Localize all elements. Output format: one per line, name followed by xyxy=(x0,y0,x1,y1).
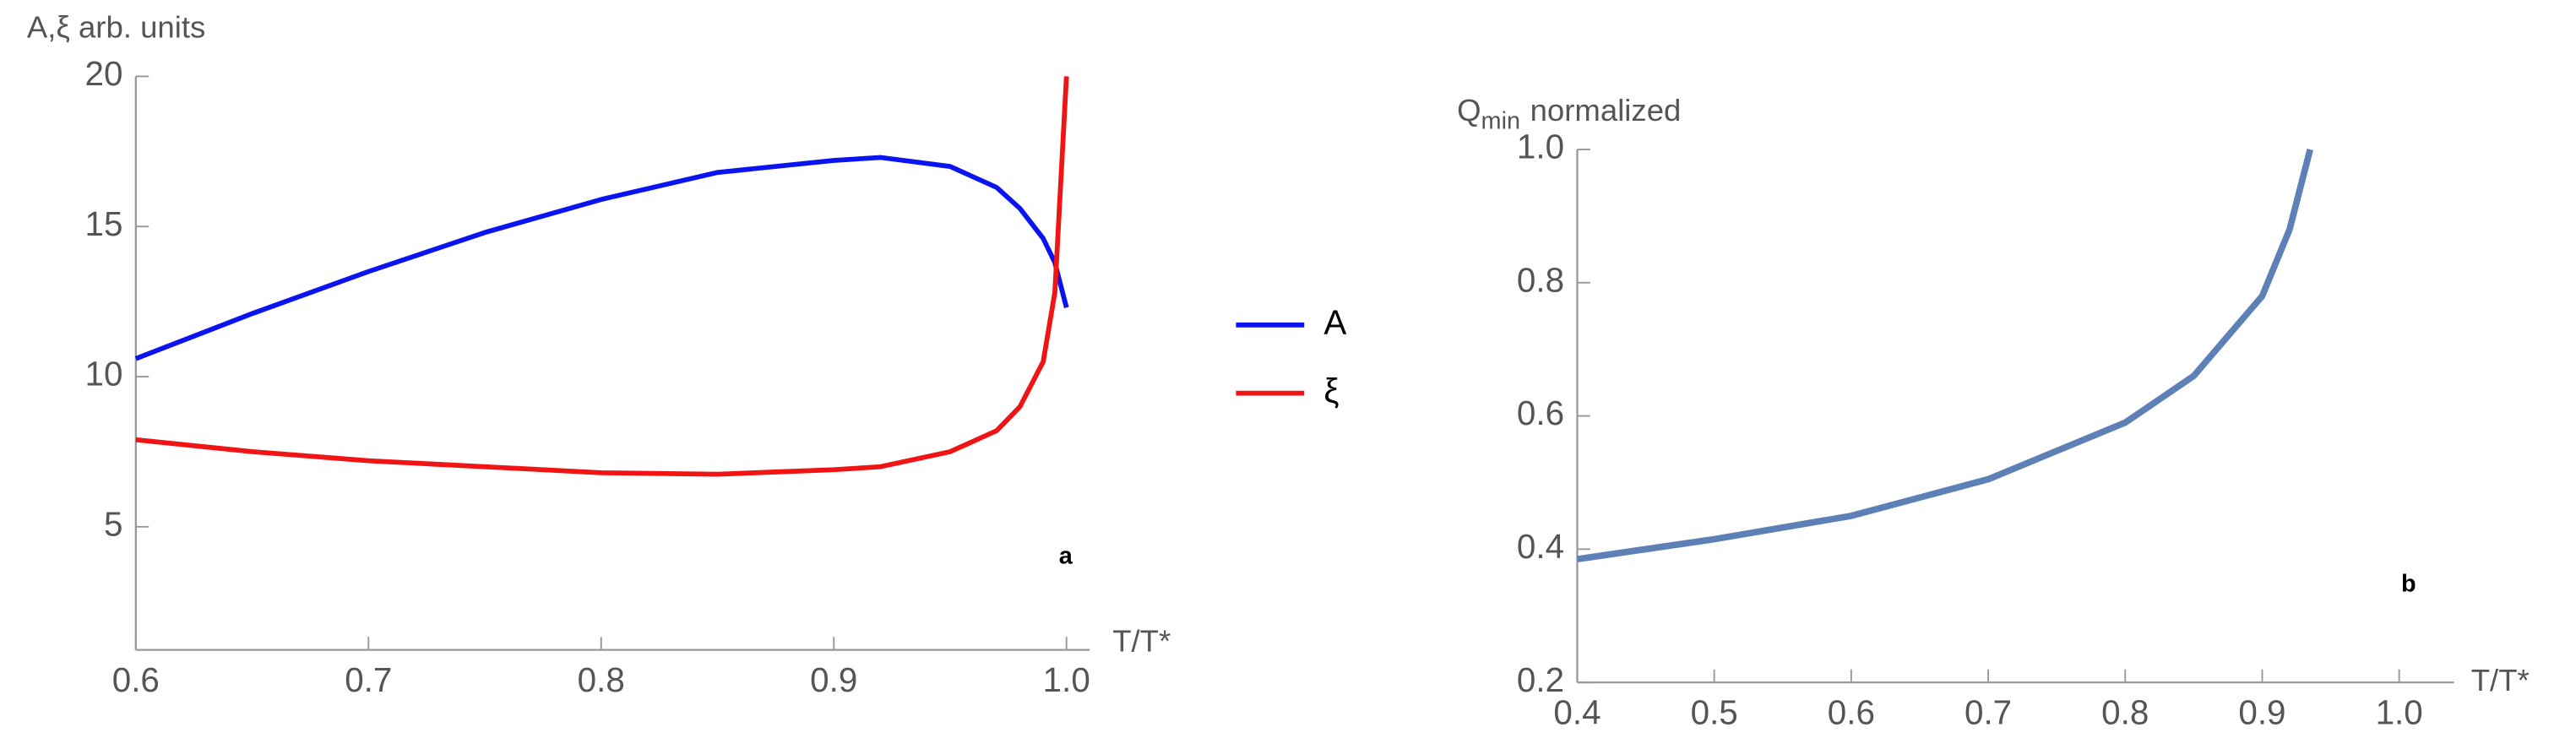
y-tick-label: 15 xyxy=(84,204,122,243)
y-tick-label: 20 xyxy=(84,54,122,93)
x-tick-label: 0.6 xyxy=(112,660,160,699)
x-tick-label: 0.9 xyxy=(810,660,857,699)
y-label-symbol: Q xyxy=(1457,92,1481,127)
data-line xyxy=(134,155,1069,361)
y-tick-label: 1.0 xyxy=(1517,128,1564,166)
y-axis-label: Qmin normalized xyxy=(1457,92,1681,134)
x-axis-label: T/T* xyxy=(2471,663,2530,697)
y-tick-label: 0.6 xyxy=(1517,393,1564,432)
annotation: a xyxy=(1059,543,1073,570)
y-tick-label: 5 xyxy=(104,505,122,544)
y-label-subscript: min xyxy=(1481,107,1521,134)
x-tick-label: 0.4 xyxy=(1553,692,1600,731)
y-label-text: normalized xyxy=(1530,92,1682,127)
y-tick-label: 10 xyxy=(84,355,122,393)
y-tick-label: 0.4 xyxy=(1517,527,1564,566)
x-tick-label: 0.9 xyxy=(2238,692,2285,731)
y-axis-label: A,ξ arb. units xyxy=(27,9,205,44)
x-axis-label: T/T* xyxy=(1112,624,1171,659)
x-tick-label: 0.6 xyxy=(1828,692,1875,731)
x-tick-label: 0.5 xyxy=(1691,692,1738,731)
legend-label: A xyxy=(1323,302,1346,341)
data-line xyxy=(1576,149,2313,562)
x-tick-label: 0.7 xyxy=(345,660,392,699)
x-tick-label: 0.8 xyxy=(578,660,625,699)
annotation: b xyxy=(2401,570,2416,597)
x-tick-label: 0.7 xyxy=(1965,692,2012,731)
y-tick-label: 0.2 xyxy=(1517,660,1564,699)
legend-label: ξ xyxy=(1323,371,1339,410)
y-tick-label: 0.8 xyxy=(1517,260,1564,299)
data-line xyxy=(135,76,1069,477)
x-tick-label: 1.0 xyxy=(1043,660,1090,699)
x-tick-label: 1.0 xyxy=(2376,692,2423,731)
x-tick-label: 0.8 xyxy=(2101,692,2149,731)
